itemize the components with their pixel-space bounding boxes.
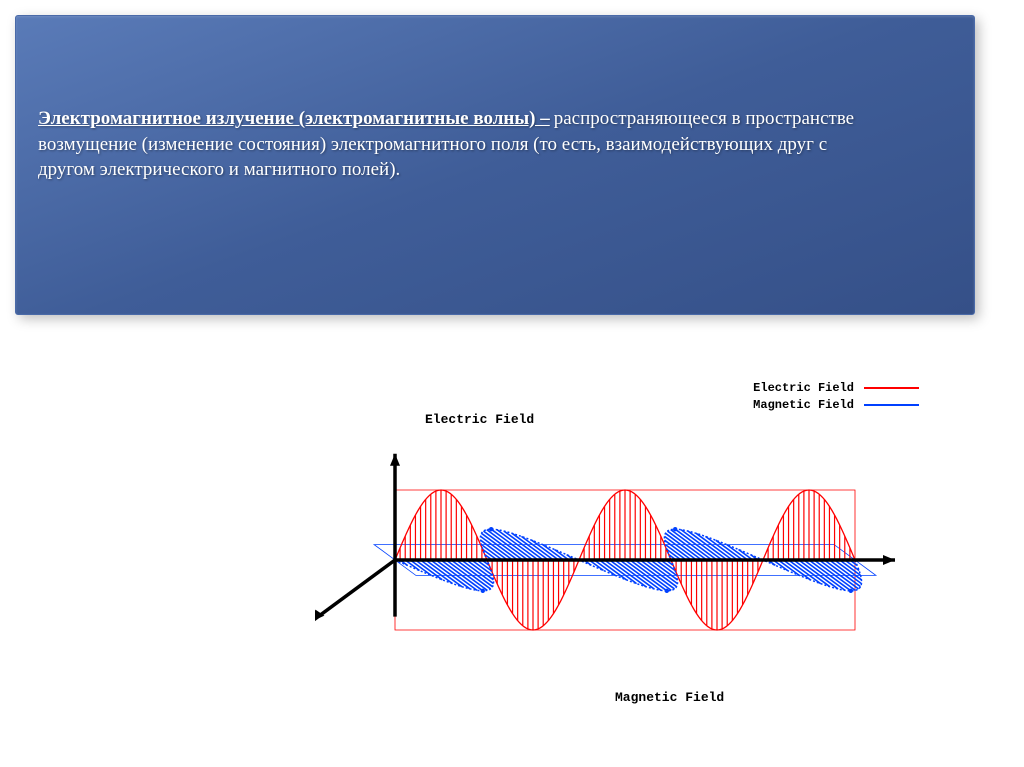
- legend-electric: Electric Field: [753, 380, 919, 397]
- definition-panel: Электромагнитное излучение (электромагни…: [15, 15, 975, 315]
- em-wave-diagram: Electric Field Magnetic Field Electric F…: [315, 380, 955, 740]
- electric-field-label: Electric Field: [425, 412, 534, 427]
- legend-magnetic-line: [864, 404, 919, 406]
- legend: Electric Field Magnetic Field: [753, 380, 919, 414]
- definition-title: Электромагнитное излучение (электромагни…: [38, 108, 550, 129]
- legend-electric-label: Electric Field: [753, 380, 854, 397]
- legend-magnetic: Magnetic Field: [753, 397, 919, 414]
- magnetic-field-label: Magnetic Field: [615, 690, 724, 705]
- definition-body-2: другом электрического и магнитного полей…: [38, 157, 952, 183]
- wave-svg: [315, 380, 955, 740]
- legend-magnetic-label: Magnetic Field: [753, 397, 854, 414]
- legend-electric-line: [864, 387, 919, 389]
